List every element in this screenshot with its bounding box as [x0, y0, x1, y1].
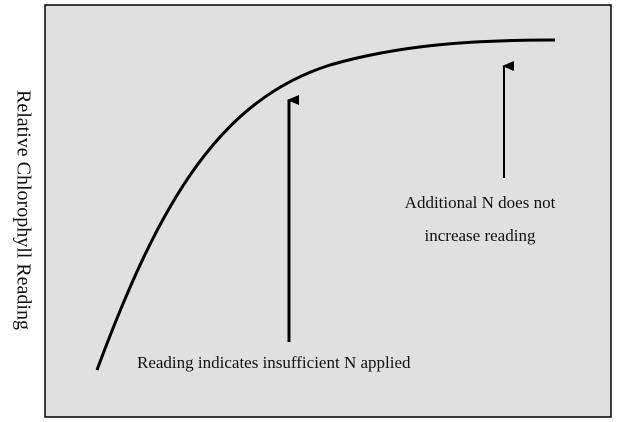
- y-axis-label: Relative Chlorophyll Reading: [12, 90, 34, 330]
- annotation: Reading indicates insufficient N applied: [137, 353, 411, 372]
- plot-area: [44, 4, 612, 418]
- annotation: Additional N does not: [405, 193, 556, 212]
- annotation: increase reading: [425, 226, 536, 245]
- response-curve: [95, 38, 556, 371]
